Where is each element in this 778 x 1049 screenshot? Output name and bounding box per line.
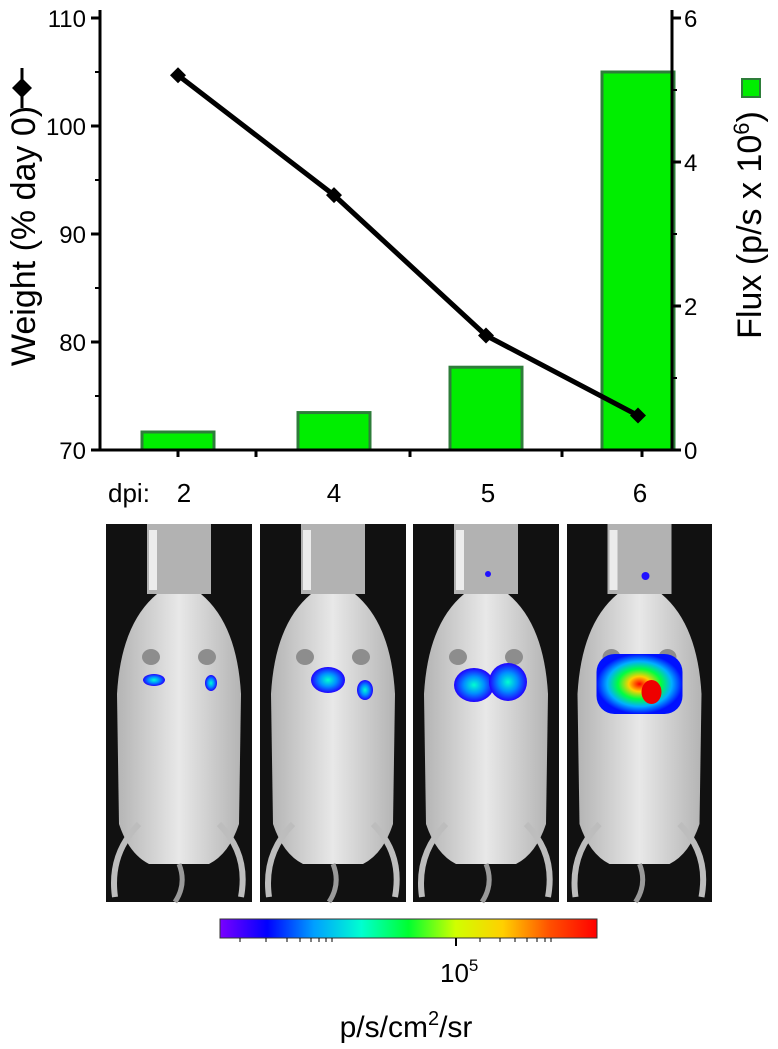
flux-bar-dpi-6 bbox=[600, 70, 676, 452]
green-square-legend-icon bbox=[741, 78, 761, 98]
colorbar-tick-exponent: 5 bbox=[469, 956, 478, 975]
right-axis-title: Flux (p/s x 106) bbox=[729, 111, 769, 339]
weight-line-series bbox=[170, 67, 646, 424]
signal-spot-main bbox=[596, 654, 683, 714]
nose-cone-tube bbox=[607, 524, 672, 594]
signal-spot-left bbox=[311, 667, 345, 693]
mouse-leg-left bbox=[111, 821, 142, 898]
mouse-image-dpi-4 bbox=[260, 524, 406, 904]
flux-bars bbox=[140, 70, 676, 452]
right-tick-label: 6 bbox=[684, 6, 697, 33]
signal-spot-nose bbox=[485, 571, 491, 577]
tube-highlight bbox=[303, 530, 311, 590]
mouse-tail bbox=[633, 863, 646, 904]
mouse-tail bbox=[172, 863, 185, 904]
colorbar-unit-part-1: p/s/cm bbox=[340, 1011, 428, 1044]
mouse-tail bbox=[326, 863, 339, 904]
right-tick-label: 0 bbox=[684, 438, 697, 465]
x-label-dpi-5: 5 bbox=[481, 478, 495, 508]
colorbar-tick-base: 10 bbox=[440, 958, 469, 988]
mouse-leg-right bbox=[523, 821, 553, 898]
left-tick-label: 80 bbox=[59, 330, 86, 357]
chart-axes bbox=[98, 10, 674, 452]
bioluminescence-image-panels bbox=[106, 524, 712, 904]
left-tick-label: 90 bbox=[59, 222, 86, 249]
colorbar-unit-part-3: /sr bbox=[439, 1011, 472, 1044]
mouse-leg-right bbox=[677, 821, 707, 898]
flux-bar-dpi-4 bbox=[296, 411, 372, 452]
x-category-labels: 2 4 5 6 bbox=[177, 478, 647, 508]
right-axis-title-sup: 6 bbox=[729, 123, 754, 135]
mouse-ear-right bbox=[505, 649, 523, 665]
right-axis-title-main: Flux (p/s x 10 bbox=[731, 135, 769, 339]
colorbar-unit-part-2: 2 bbox=[428, 1008, 439, 1030]
weight-point-dpi-4 bbox=[326, 187, 342, 204]
flux-bar-dpi-2 bbox=[140, 430, 216, 452]
mouse-ear-right bbox=[352, 649, 370, 665]
tube-highlight bbox=[456, 530, 464, 590]
colorbar-unit-label: p/s/cm2/sr bbox=[340, 1008, 473, 1044]
signal-spot-right bbox=[489, 663, 527, 701]
mouse-ear-left bbox=[296, 649, 314, 665]
mouse-leg-left bbox=[265, 821, 296, 898]
nose-cone-tube bbox=[454, 524, 518, 594]
diamond-marker-legend-icon bbox=[12, 68, 32, 108]
left-axis-title: Weight (% day 0) bbox=[5, 106, 43, 366]
x-label-dpi-6: 6 bbox=[633, 478, 647, 508]
nose-cone-tube bbox=[147, 524, 211, 594]
signal-spot-left bbox=[143, 674, 165, 686]
signal-hotspot bbox=[641, 680, 662, 704]
colorbar bbox=[219, 918, 598, 939]
axis-ticks: 70 80 90 100 110 0 2 4 6 bbox=[46, 6, 697, 465]
x-label-dpi-4: 4 bbox=[327, 478, 341, 508]
signal-spot-nose bbox=[641, 572, 650, 580]
weight-line bbox=[176, 73, 640, 418]
signal-spot-right bbox=[357, 680, 373, 700]
tube-highlight bbox=[609, 530, 618, 590]
nose-cone-tube bbox=[301, 524, 365, 594]
flux-bar-dpi-5 bbox=[448, 365, 524, 452]
dpi-prefix-label: dpi: bbox=[108, 478, 150, 508]
mouse-ear-right bbox=[198, 649, 216, 665]
mouse-leg-left bbox=[571, 821, 602, 898]
left-tick-label: 110 bbox=[48, 6, 86, 33]
mouse-image-dpi-2 bbox=[106, 524, 252, 904]
weight-point-dpi-6 bbox=[630, 407, 646, 424]
right-tick-label: 2 bbox=[684, 294, 697, 321]
signal-spot-left bbox=[454, 668, 494, 702]
right-tick-label: 4 bbox=[684, 150, 697, 177]
weight-point-dpi-2 bbox=[170, 67, 186, 84]
mouse-image-dpi-6 bbox=[567, 524, 712, 904]
weight-point-dpi-5 bbox=[478, 327, 494, 344]
tube-highlight bbox=[149, 530, 157, 590]
mouse-leg-right bbox=[370, 821, 400, 898]
x-label-dpi-2: 2 bbox=[177, 478, 191, 508]
mouse-ear-left bbox=[449, 649, 467, 665]
signal-spot-right bbox=[205, 675, 217, 691]
mouse-leg-left bbox=[418, 821, 449, 898]
mouse-leg-right bbox=[216, 821, 246, 898]
mouse-image-dpi-5 bbox=[413, 524, 559, 904]
mouse-tail bbox=[479, 863, 492, 904]
mouse-ear-left bbox=[142, 649, 160, 665]
colorbar-tick-label: 105 bbox=[440, 956, 478, 988]
left-tick-label: 70 bbox=[59, 438, 86, 465]
right-axis-title-end: ) bbox=[731, 111, 769, 122]
left-tick-label: 100 bbox=[46, 114, 86, 141]
colorbar-ticks bbox=[239, 938, 552, 946]
